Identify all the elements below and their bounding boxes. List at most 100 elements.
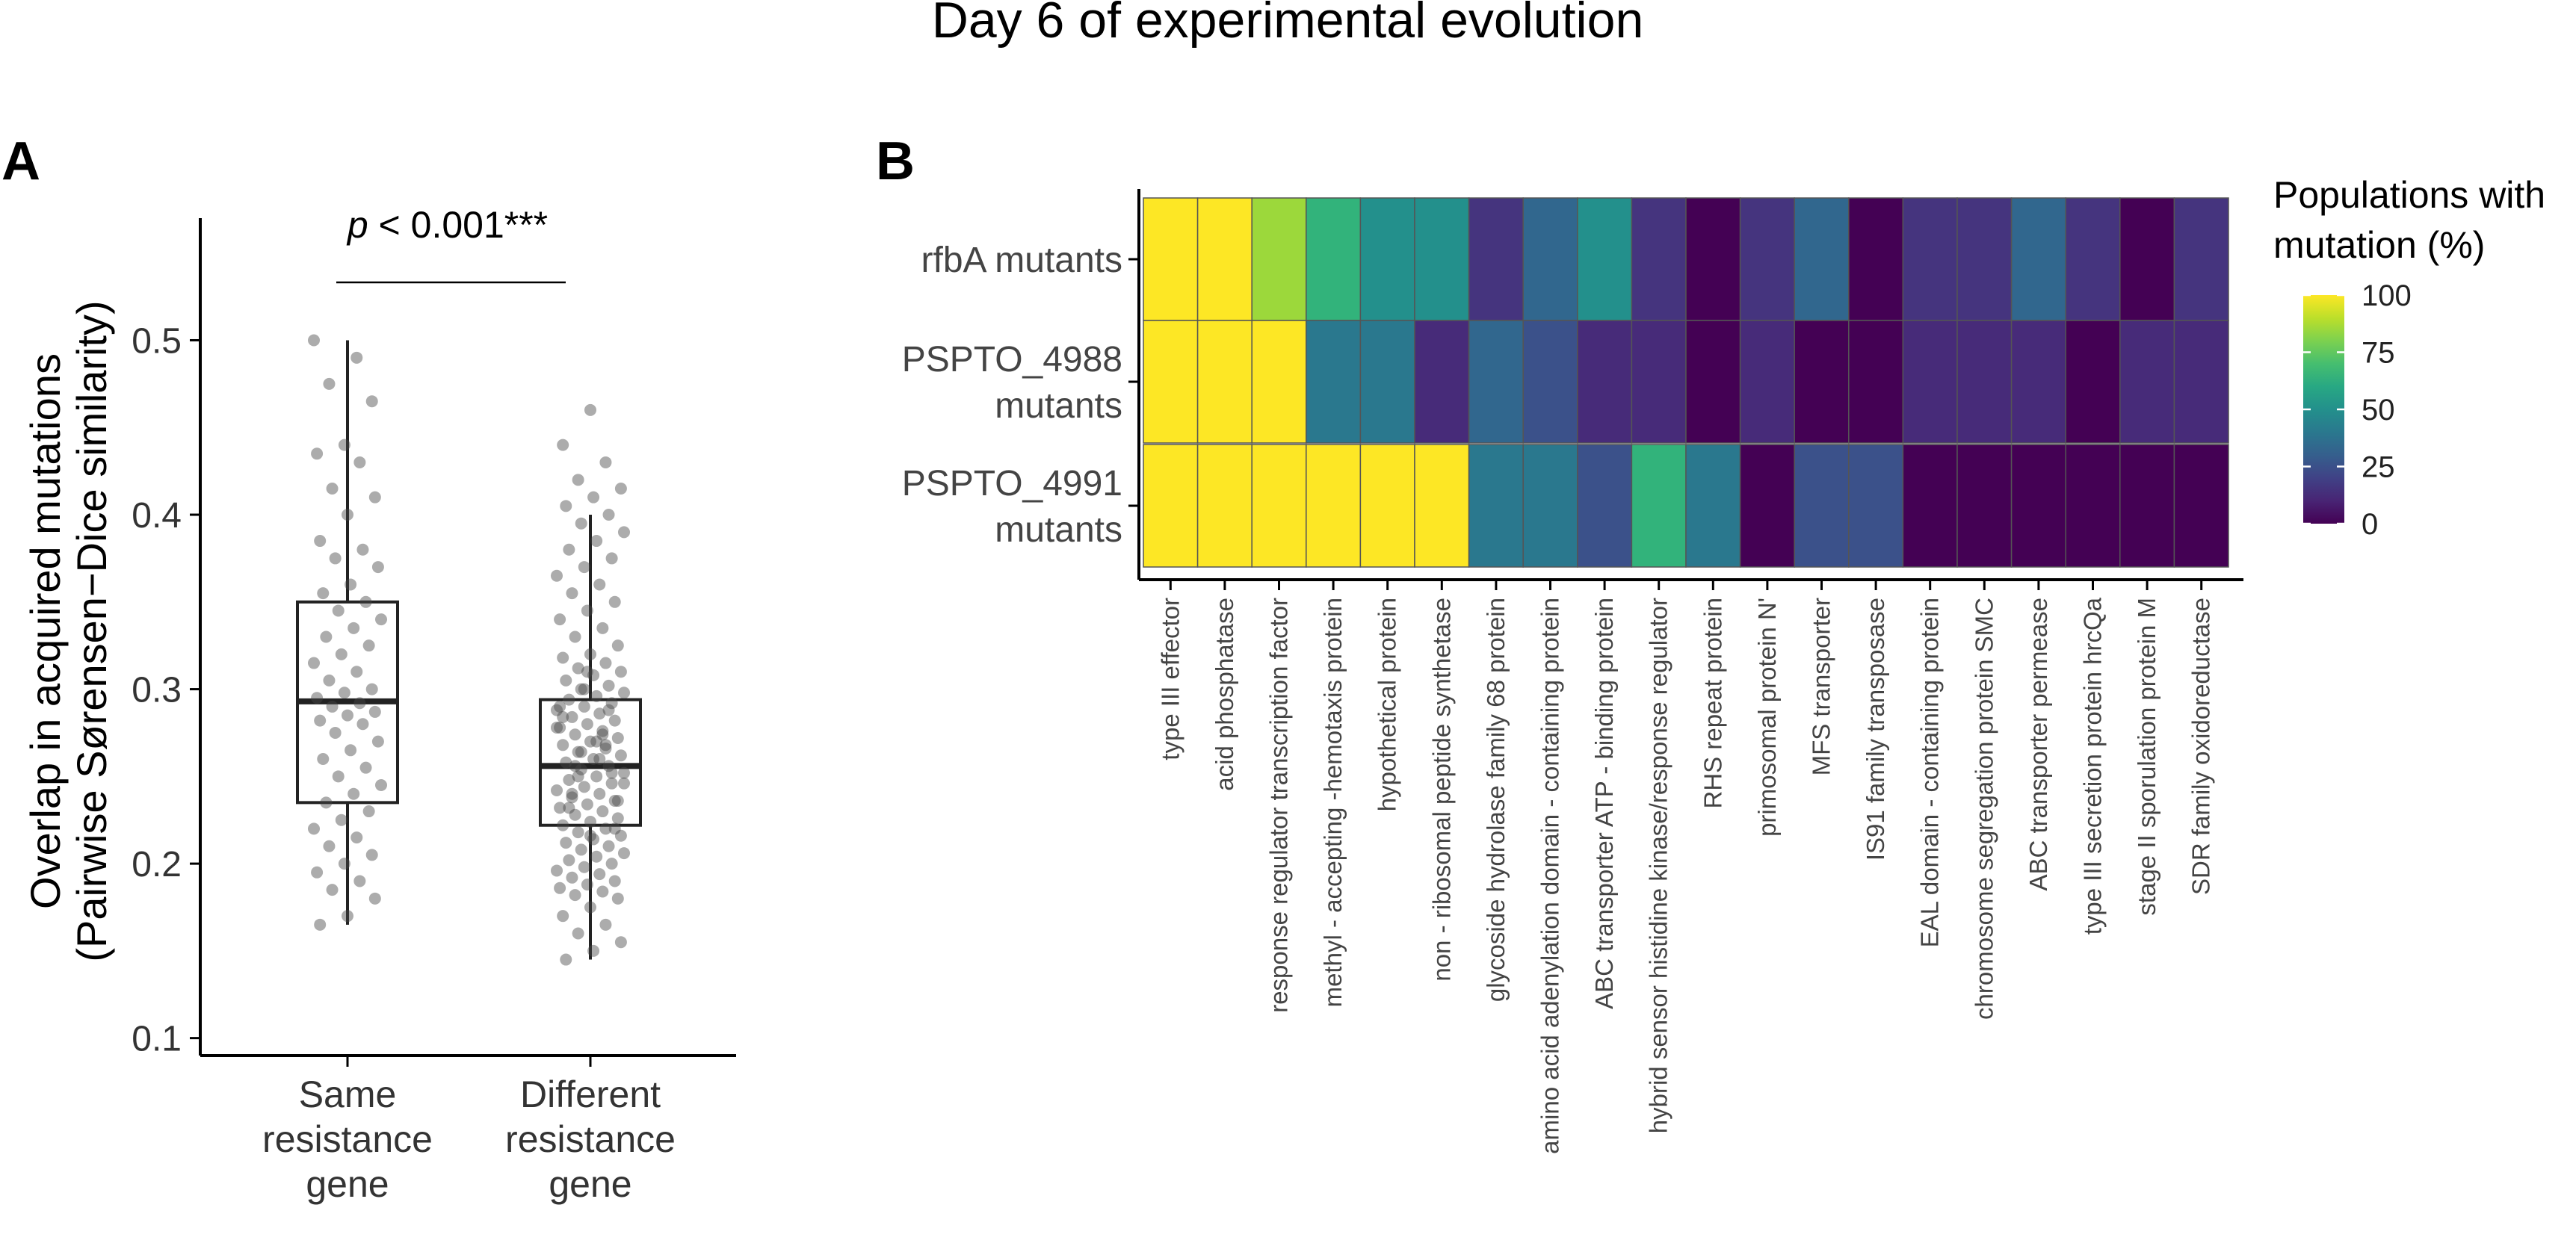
heatmap-cell xyxy=(1956,197,2013,321)
data-point xyxy=(593,868,606,881)
data-point xyxy=(599,918,612,931)
data-point xyxy=(350,351,363,364)
data-point xyxy=(557,739,569,752)
data-point xyxy=(581,666,593,678)
data-point xyxy=(560,500,572,512)
significance-label: p < 0.001*** xyxy=(346,204,548,246)
data-point xyxy=(326,884,339,896)
column-label: type III secretion protein hrcQa xyxy=(2079,597,2107,935)
heatmap-cell xyxy=(1522,197,1578,321)
data-point xyxy=(605,552,618,565)
column-labels: type III effector acid phosphatase respons… xyxy=(1156,580,2215,1154)
data-point xyxy=(350,666,363,678)
data-point xyxy=(566,587,578,600)
heatmap-cell xyxy=(2173,444,2229,568)
column-label: amino acid adenylation domain - containi… xyxy=(1536,598,1564,1154)
data-point xyxy=(554,700,566,713)
y-axis-title: Overlap in acquired mutations (Pairwise … xyxy=(22,300,115,961)
data-point xyxy=(362,639,375,652)
data-point xyxy=(608,875,621,887)
data-point xyxy=(308,657,320,669)
heatmap-cell xyxy=(1468,320,1524,444)
data-point xyxy=(611,795,624,808)
x-axis-labels: SameresistancegeneDifferentresistancegen… xyxy=(262,1056,676,1205)
data-point xyxy=(569,630,581,643)
heatmap-cell xyxy=(1414,320,1470,444)
data-point xyxy=(314,918,327,931)
row-label: mutants xyxy=(995,510,1122,550)
data-point xyxy=(608,595,621,608)
data-point xyxy=(614,829,627,842)
y-axis-ticks: 0.1 0.2 0.3 0.4 0.5 xyxy=(132,321,200,1059)
data-point xyxy=(596,885,609,898)
data-point xyxy=(578,683,590,695)
data-point xyxy=(602,704,615,716)
x-tick-label: resistance xyxy=(262,1118,433,1160)
colorbar-ticks: 0 25 50 75 100 xyxy=(2303,279,2412,541)
data-point xyxy=(317,752,330,765)
data-point xyxy=(578,700,590,713)
data-point xyxy=(581,604,593,617)
column-label: MFS transporter xyxy=(1808,598,1835,775)
data-point xyxy=(602,840,615,852)
data-point xyxy=(557,439,569,451)
y-axis-title-line2: (Pairwise Sørensen−Dice similarity) xyxy=(68,300,115,961)
data-point xyxy=(563,543,575,556)
data-point xyxy=(611,639,624,652)
colorbar-legend: Populations with mutation (%) 0 25 50 75 100 xyxy=(2273,174,2545,541)
jitter-points xyxy=(308,334,630,966)
data-point xyxy=(575,683,587,695)
column-label: RHS repeat protein xyxy=(1699,598,1726,808)
data-point xyxy=(566,871,578,884)
data-point xyxy=(599,739,612,752)
data-point xyxy=(371,561,384,574)
data-point xyxy=(311,692,324,704)
data-point xyxy=(323,840,336,852)
heatmap-cell xyxy=(1902,320,1958,444)
row-label: PSPTO_4991 xyxy=(902,464,1122,503)
data-point xyxy=(618,526,630,539)
heatmap-cell xyxy=(1577,444,1633,568)
data-point xyxy=(345,744,357,757)
data-point xyxy=(375,613,387,626)
column-label: glycoside hydrolase family 68 protein xyxy=(1482,598,1510,1002)
heatmap-cell xyxy=(1631,320,1687,444)
data-point xyxy=(348,622,360,634)
data-point xyxy=(599,456,612,468)
heatmap-cell xyxy=(2065,197,2121,321)
heatmap-cell xyxy=(1685,444,1741,568)
data-point xyxy=(599,657,612,669)
heatmap-cell xyxy=(1956,320,2013,444)
row-label: rfbA mutants xyxy=(921,241,1122,280)
data-point xyxy=(584,648,596,660)
column-label: chromosome segregation protein SMC xyxy=(1970,598,1998,1020)
heatmap-cell xyxy=(1685,320,1741,444)
data-point xyxy=(554,721,566,734)
panel-a-letter: A xyxy=(1,131,40,191)
data-point xyxy=(353,456,366,468)
heatmap-cell xyxy=(1251,197,1307,321)
heatmap-cell xyxy=(1631,197,1687,321)
data-point xyxy=(581,718,593,731)
column-label: methyl - accepting -hemotaxis protein xyxy=(1319,598,1347,1007)
panel-a: A Overlap in acquired mutations (Pairwis… xyxy=(1,131,736,1205)
data-point xyxy=(593,578,606,591)
heatmap-cell xyxy=(2119,444,2175,568)
significance-p: p xyxy=(346,204,368,246)
data-point xyxy=(338,858,350,870)
heatmap-cell xyxy=(1956,444,2013,568)
data-point xyxy=(596,622,609,634)
data-point xyxy=(371,735,384,748)
data-point xyxy=(596,725,609,737)
x-tick-label: gene xyxy=(306,1163,389,1205)
data-point xyxy=(554,613,566,626)
data-point xyxy=(365,849,378,861)
data-point xyxy=(566,710,578,723)
data-point xyxy=(578,561,590,574)
column-label: type III effector xyxy=(1156,598,1184,760)
data-point xyxy=(563,774,575,787)
data-point xyxy=(554,802,566,814)
data-point xyxy=(590,535,603,548)
data-point xyxy=(572,662,584,675)
